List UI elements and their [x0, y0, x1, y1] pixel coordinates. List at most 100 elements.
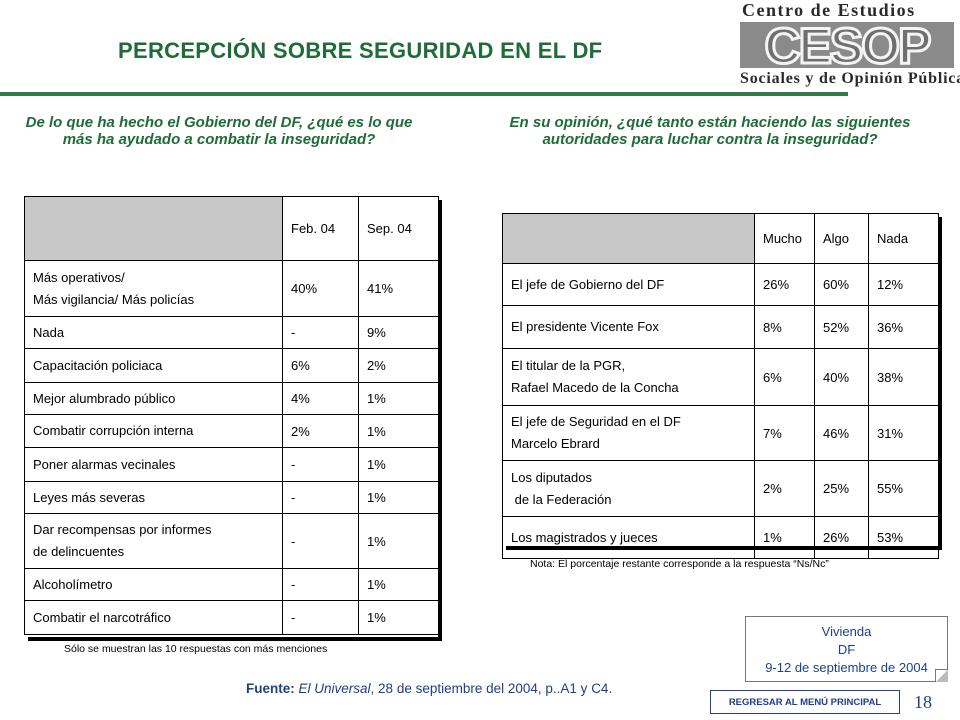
row-label: Capacitación policiaca: [24, 348, 283, 383]
cell-value: 46%: [814, 405, 869, 461]
header-rule: [0, 92, 848, 96]
row-label: Alcoholímetro: [24, 568, 283, 601]
row-label-line: Más vigilancia/ Más policías: [33, 291, 195, 307]
row-label: Nada: [24, 316, 283, 349]
cell-value: 4%: [282, 382, 359, 415]
source-details: , 28 de septiembre del 2004, p..A1 y C4.: [370, 681, 613, 696]
row-label-line: Combatir el narcotráfico: [33, 609, 171, 625]
row-label: El titular de la PGR, Rafael Macedo de la…: [502, 348, 755, 406]
row-label-line: Leyes más severas: [33, 489, 145, 505]
left-question: De lo que ha hecho el Gobierno del DF, ¿…: [25, 114, 413, 148]
row-label-line: Dar recompensas por informes: [33, 522, 212, 537]
row-label: Los magistrados y jueces: [502, 516, 755, 559]
cell-value: 40%: [282, 260, 359, 317]
callout-line: Vivienda: [821, 624, 872, 639]
cell-value: -: [282, 316, 359, 349]
row-label-line: El presidente Vicente Fox: [511, 319, 659, 334]
table-row: Mejor alumbrado público 4% 1%: [24, 382, 439, 415]
cell-value: 1%: [358, 513, 439, 569]
cell-value: 1%: [358, 414, 439, 448]
cell-value: 8%: [754, 305, 815, 349]
cell-value: 40%: [814, 348, 869, 406]
row-label-line: Alcoholímetro: [33, 576, 113, 592]
logo-top-text: Centro de Estudios: [742, 0, 916, 20]
cell-value: 26%: [814, 516, 869, 559]
row-label-line: Marcelo Ebrard: [511, 436, 600, 451]
row-label: Dar recompensas por informes de delincuen…: [24, 513, 283, 569]
cell-value: 25%: [814, 460, 869, 517]
column-header: Algo: [814, 213, 869, 264]
callout-line: 9-12 de septiembre de 2004: [765, 660, 928, 675]
table-row: El jefe de Gobierno del DF 26% 60% 12%: [502, 263, 939, 306]
left-table-note: Sólo se muestran las 10 respuestas con m…: [64, 643, 328, 655]
cesop-logo-mark: CESOP: [740, 20, 954, 70]
table-row: Alcoholímetro -1%: [24, 568, 439, 601]
table-row: El titular de la PGR, Rafael Macedo de la…: [502, 348, 939, 406]
row-label: Mejor alumbrado público: [24, 382, 283, 415]
callout-fold: [935, 669, 948, 682]
cell-value: 36%: [868, 305, 939, 349]
survey-info-callout: Vivienda DF 9-12 de septiembre de 2004: [745, 616, 948, 682]
row-label: Poner alarmas vecinales: [24, 447, 283, 482]
row-label-line: de delincuentes: [33, 544, 125, 559]
row-label: El jefe de Gobierno del DF: [502, 263, 755, 306]
cesop-logo: Centro de Estudios CESOP Sociales y de O…: [735, 0, 960, 95]
cell-value: 7%: [754, 405, 815, 461]
table-shadow: [938, 217, 942, 550]
row-label: Combatir corrupción interna: [24, 414, 283, 448]
row-label-line: El titular de la PGR,: [511, 358, 626, 373]
logo-bottom-text: Sociales y de Opinión Pública: [740, 70, 960, 87]
cell-value: 9%: [358, 316, 439, 349]
column-header: Feb. 04: [282, 196, 359, 261]
row-label-line: Más operativos/: [33, 269, 125, 285]
callout-line: DF: [837, 642, 856, 657]
row-label-line: de la Federación: [511, 491, 612, 507]
table-row: Combatir el narcotráfico -1%: [24, 600, 439, 635]
cell-value: 31%: [868, 405, 939, 461]
table-row: Los diputados de la Federación 2% 25% 55%: [502, 460, 939, 517]
cell-value: 1%: [358, 382, 439, 415]
column-header: Mucho: [754, 213, 815, 264]
cell-value: 1%: [754, 516, 815, 559]
table-row: El jefe de Seguridad en el DF Marcelo Ebr…: [502, 405, 939, 461]
cell-value: 1%: [358, 600, 439, 635]
table-row: Capacitación policiaca 6% 2%: [24, 348, 439, 383]
table-row: Los magistrados y jueces 1% 26% 53%: [502, 516, 939, 559]
cell-value: 53%: [868, 516, 939, 559]
table-row: Combatir corrupción interna 2% 1%: [24, 414, 439, 448]
row-label-line: Los magistrados y jueces: [511, 529, 658, 545]
row-label: Los diputados de la Federación: [502, 460, 755, 517]
cell-value: 1%: [358, 481, 439, 514]
table-row: Poner alarmas vecinales -1%: [24, 447, 439, 482]
cell-value: 6%: [754, 348, 815, 406]
row-label: Combatir el narcotráfico: [24, 600, 283, 635]
source-publication: El Universal: [298, 681, 371, 696]
page-title: PERCEPCIÓN SOBRE SEGURIDAD EN EL DF: [118, 38, 603, 63]
table-row: Nada -9%: [24, 316, 439, 349]
cell-value: 6%: [282, 348, 359, 383]
page-number: 18: [914, 692, 932, 712]
cell-value: -: [282, 513, 359, 569]
cell-value: -: [282, 447, 359, 482]
table-header-blank: [502, 213, 755, 264]
row-label-line: Nada: [33, 324, 65, 340]
table-row: Leyes más severas -1%: [24, 481, 439, 514]
right-table-note: Nota: El porcentaje restante corresponde…: [530, 558, 829, 570]
cell-value: 60%: [814, 263, 869, 306]
table-row: El presidente Vicente Fox 8% 52% 36%: [502, 305, 939, 349]
cell-value: 52%: [814, 305, 869, 349]
row-label-line: Mejor alumbrado público: [33, 390, 176, 406]
table-shadow: [28, 637, 442, 641]
back-to-menu-button[interactable]: REGRESAR AL MENÚ PRINCIPAL: [710, 690, 900, 714]
cell-value: 2%: [754, 460, 815, 517]
cell-value: 38%: [868, 348, 939, 406]
table-row: Dar recompensas por informes de delincuen…: [24, 513, 439, 569]
row-label-line: El jefe de Gobierno del DF: [511, 276, 665, 292]
cell-value: 2%: [282, 414, 359, 448]
right-table: Mucho Algo Nada El jefe de Gobierno del …: [502, 213, 939, 559]
cell-value: 1%: [358, 447, 439, 482]
cell-value: 12%: [868, 263, 939, 306]
row-label-line: Capacitación policiaca: [33, 357, 163, 373]
row-label-line: Combatir corrupción interna: [33, 423, 194, 438]
row-label: Leyes más severas: [24, 481, 283, 514]
